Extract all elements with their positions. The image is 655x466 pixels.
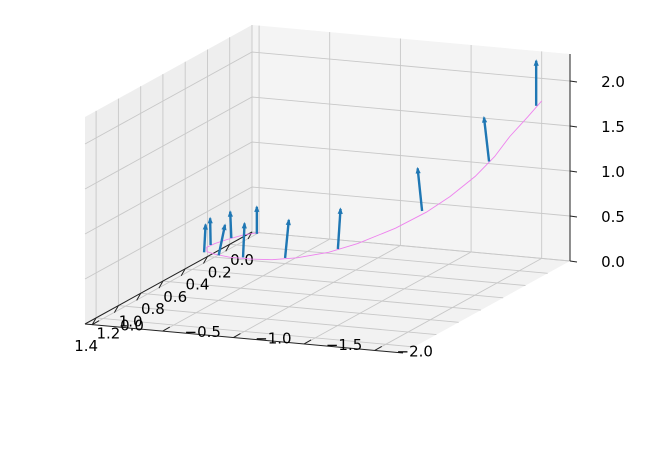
- x-tick-mark: [158, 280, 164, 289]
- quiver-arrow: [254, 205, 260, 234]
- arrow-shaft: [416, 168, 424, 212]
- arrow-head: [415, 166, 421, 174]
- x-tick-mark: [113, 305, 119, 313]
- floor-pane: [85, 232, 570, 353]
- x-tick-label: 1.4: [74, 337, 98, 355]
- z-tick-mark: [569, 125, 578, 128]
- z-tick-label: 1.5: [601, 118, 625, 136]
- z-tick-label: 2.0: [601, 73, 625, 91]
- x-tick-label: 0.8: [141, 300, 165, 318]
- arrow-shaft: [336, 208, 342, 250]
- x-tick-mark: [225, 244, 231, 252]
- y-tick-mark: [162, 326, 170, 332]
- z-grid-line: [84, 51, 571, 145]
- arrow-head: [227, 210, 233, 217]
- quiver-arrow: [207, 216, 213, 246]
- x-tick-label: 0.2: [208, 263, 232, 281]
- y-tick-label: −1.5: [326, 336, 362, 354]
- y-tick-mark: [91, 320, 100, 326]
- y-axis-line: [84, 323, 404, 354]
- tick-labels: 0.00.20.40.60.81.01.21.40.0 −0.5 −1.0 −1.5−…: [74, 73, 625, 360]
- arrow-head: [207, 216, 213, 224]
- z-tick-label: 0.0: [601, 253, 625, 271]
- y-tick-label: −0.5: [185, 323, 221, 341]
- arrow-head: [533, 59, 539, 66]
- arrow-head: [285, 218, 291, 226]
- x-tick-mark: [136, 293, 142, 301]
- y-tick-mark: [374, 345, 382, 351]
- arrow-head: [241, 221, 247, 229]
- z-grid-line: [84, 141, 571, 235]
- z-tick-label: 1.0: [601, 163, 625, 181]
- arrow-shaft: [283, 219, 291, 259]
- z-grid-line: [84, 96, 571, 190]
- arrow-head: [202, 223, 208, 230]
- arrow-shaft: [217, 224, 227, 256]
- quiver-arrow: [533, 59, 539, 106]
- quiver-arrow: [217, 223, 227, 256]
- z-tick-mark: [569, 80, 578, 83]
- quiver-arrow: [227, 210, 233, 239]
- quiver-arrow: [482, 116, 491, 162]
- x-tick-mark: [247, 231, 253, 240]
- left-pane: [85, 25, 252, 324]
- z-tick-mark: [569, 170, 578, 173]
- x-tick-label: 0.4: [186, 276, 210, 294]
- quiver-arrow: [202, 223, 208, 253]
- arrow-head: [254, 205, 260, 212]
- x-tick-label: 1.0: [119, 312, 143, 330]
- x-tick-mark: [180, 268, 186, 277]
- arrow-shaft: [482, 117, 491, 162]
- z-tick-mark: [569, 260, 578, 263]
- quiver-arrow: [415, 166, 424, 212]
- z-tick-label: 0.5: [601, 208, 625, 226]
- y-tick-mark: [303, 339, 312, 345]
- arrow-head: [337, 207, 343, 214]
- z-tick-mark: [569, 215, 578, 218]
- x-tick-label: 1.2: [96, 325, 120, 343]
- x-tick-label: 0.0: [230, 251, 254, 269]
- x-axis-line: [84, 231, 253, 325]
- arrow-shaft: [241, 223, 246, 258]
- arrow-head: [482, 116, 488, 123]
- plot-area: [202, 59, 543, 261]
- trajectory-curve: [206, 100, 543, 261]
- z-grid-line: [84, 186, 571, 280]
- y-tick-label: −2.0: [397, 342, 433, 360]
- x-tick-label: 0.6: [163, 288, 187, 306]
- back-pane: [252, 25, 570, 261]
- x-tick-mark: [203, 256, 208, 264]
- axis-panes: [85, 25, 570, 353]
- axis-lines: [84, 54, 578, 354]
- quiver-arrow: [336, 207, 343, 250]
- arrow-head: [221, 223, 227, 231]
- y-tick-label: −1.0: [255, 330, 291, 348]
- quiver-arrow: [241, 221, 247, 258]
- quiver-arrow: [283, 218, 291, 259]
- y-tick-label: 0.0: [120, 317, 144, 335]
- y-tick-mark: [233, 333, 241, 338]
